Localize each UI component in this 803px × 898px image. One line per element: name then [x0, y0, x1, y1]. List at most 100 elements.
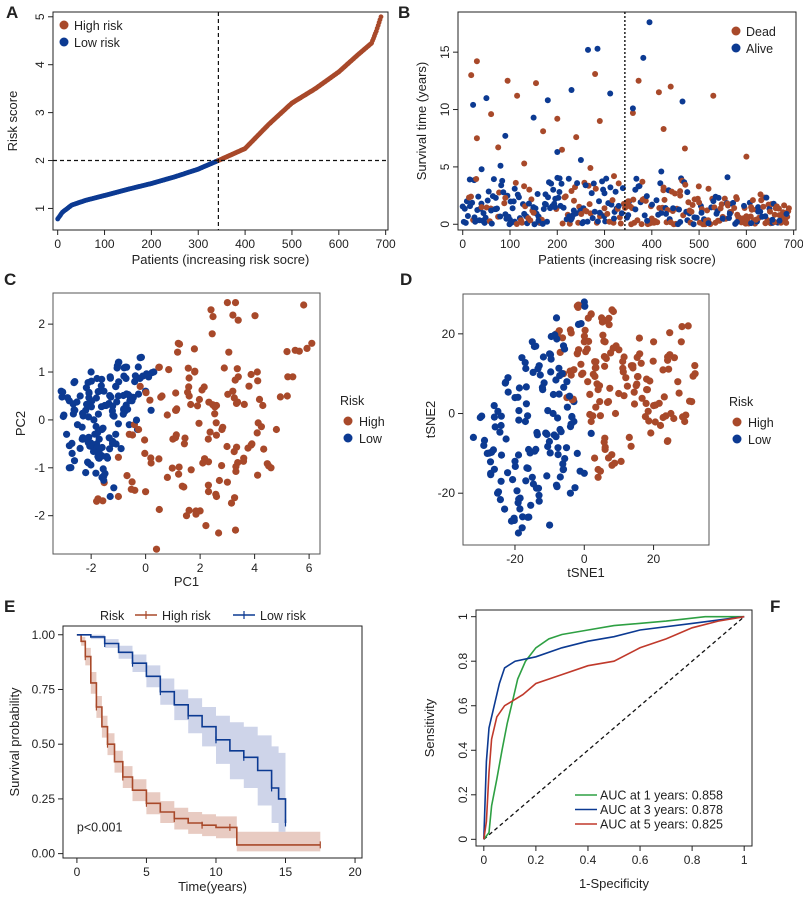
- dead-point: [767, 208, 773, 215]
- alive-point: [488, 220, 495, 227]
- high-point: [259, 401, 267, 410]
- high-point: [227, 499, 236, 507]
- alive-point: [762, 213, 769, 220]
- high-point: [155, 505, 163, 514]
- low-point: [562, 444, 571, 452]
- y-tick-label: 5: [438, 163, 452, 170]
- low-point: [544, 407, 552, 415]
- dead-point: [695, 183, 702, 190]
- dead-point: [521, 183, 528, 190]
- alive-point: [464, 213, 471, 219]
- low-point: [84, 458, 92, 466]
- high-point: [254, 377, 262, 385]
- high-point: [220, 364, 228, 372]
- alive-point: [531, 221, 538, 228]
- high-point: [168, 464, 176, 472]
- high-point: [128, 431, 137, 439]
- plot-frame: [457, 11, 797, 231]
- dead-point: [533, 80, 539, 87]
- low-point: [95, 435, 103, 443]
- alive-point: [679, 98, 686, 105]
- low-point: [147, 406, 155, 414]
- low-point: [497, 477, 505, 485]
- dead-point: [671, 190, 678, 197]
- low-point: [571, 484, 579, 492]
- confidence-band: [76, 634, 321, 852]
- y-tick-label: -1: [34, 461, 45, 475]
- dead-point: [512, 179, 519, 186]
- high-point: [591, 454, 599, 462]
- high-point: [567, 371, 575, 379]
- legend: Risk High risk Low risk: [100, 609, 307, 623]
- alive-point: [594, 218, 601, 225]
- legend-label-low: Low: [359, 432, 383, 446]
- low-point: [97, 382, 105, 390]
- high-point: [633, 373, 642, 381]
- low-point: [547, 368, 555, 376]
- high-point: [555, 327, 563, 335]
- alive-point: [577, 157, 584, 163]
- dead-point: [568, 188, 575, 194]
- alive-point: [776, 217, 783, 224]
- dead-point: [638, 221, 645, 228]
- high-point: [223, 299, 231, 307]
- alive-point: [544, 97, 551, 104]
- low-point: [70, 406, 78, 414]
- high-point: [580, 332, 589, 340]
- low-point: [553, 483, 561, 491]
- high-point: [601, 362, 609, 370]
- dead-point: [478, 204, 485, 211]
- x-axis-label: 1-Specificity: [579, 876, 650, 891]
- alive-point: [663, 210, 669, 217]
- high-point: [232, 467, 240, 475]
- alive-point: [596, 209, 603, 216]
- low-point: [508, 476, 517, 484]
- low-point: [87, 377, 95, 385]
- y-tick-label: 0.50: [32, 737, 56, 751]
- low-point: [511, 457, 519, 465]
- dead-point: [733, 196, 740, 202]
- legend-marker: [731, 26, 741, 36]
- low-point: [134, 390, 143, 398]
- high-point: [231, 299, 240, 307]
- dead-point: [468, 193, 474, 200]
- alive-point: [499, 177, 506, 184]
- low-point: [76, 392, 84, 400]
- low-point: [549, 390, 558, 399]
- low-point: [78, 423, 86, 431]
- low-point: [99, 465, 107, 473]
- x-tick-label: 20: [348, 865, 362, 879]
- high-point: [619, 357, 627, 366]
- high-point: [678, 323, 686, 331]
- low-point: [110, 484, 118, 492]
- y-axis-label: tSNE2: [423, 401, 438, 439]
- low-point: [486, 458, 495, 466]
- high-point: [638, 394, 646, 402]
- high-point: [646, 377, 654, 385]
- alive-point: [502, 132, 509, 139]
- high-point: [289, 373, 297, 381]
- high-point: [184, 388, 192, 396]
- x-tick-label: 6: [306, 561, 313, 575]
- dead-point: [559, 146, 565, 153]
- high-point: [664, 437, 672, 445]
- high-point: [595, 382, 604, 390]
- low-point: [98, 375, 106, 383]
- high-point: [642, 399, 650, 407]
- dead-point: [677, 188, 684, 195]
- alive-point: [755, 208, 762, 215]
- alive-point: [510, 198, 517, 205]
- low-point: [514, 451, 523, 459]
- alive-point: [611, 215, 617, 222]
- legend-marker: [59, 37, 69, 47]
- dead-point: [731, 205, 738, 211]
- alive-point: [566, 213, 573, 220]
- x-axis: -2 0 2 4 6: [86, 554, 313, 575]
- low-point: [87, 403, 95, 411]
- high-point: [201, 455, 209, 463]
- alive-point: [705, 220, 712, 227]
- high-point: [193, 402, 202, 410]
- legend-label-high: High: [359, 415, 385, 429]
- high-point: [180, 440, 188, 448]
